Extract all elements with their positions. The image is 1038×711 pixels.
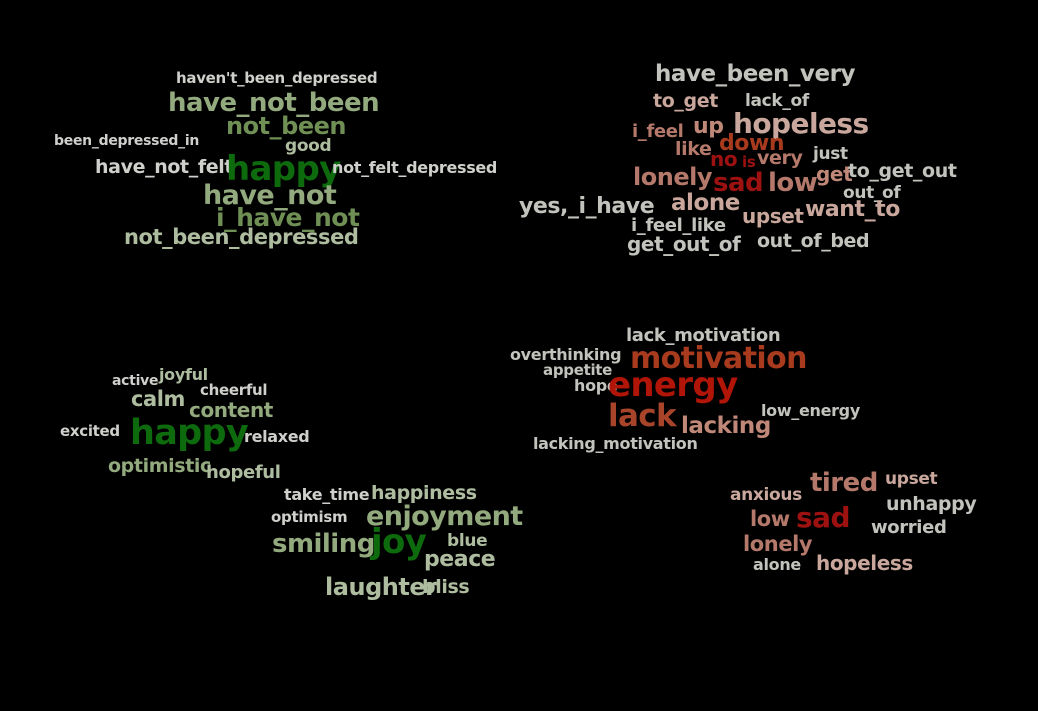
wordcloud-word: happy [226, 149, 341, 189]
wordcloud-word: happy [130, 413, 249, 453]
wordcloud-word: lack_of [745, 91, 809, 111]
wordcloud-word: lacking [681, 413, 771, 439]
wordcloud-word: enjoyment [366, 501, 523, 532]
wordcloud-word: content [189, 398, 273, 422]
wordcloud-word: upset [885, 469, 938, 489]
wordcloud-word: joy [371, 522, 427, 562]
wordcloud-word: excited [60, 422, 120, 440]
wordcloud-word: worried [871, 517, 947, 538]
wordcloud-word: anxious [730, 485, 802, 505]
wordcloud-word: joyful [159, 365, 208, 384]
wordcloud-word: i_feel_like [631, 215, 726, 236]
wordcloud-word: low [768, 168, 818, 198]
wordcloud-word: tired [810, 468, 878, 498]
wordcloud-word: have_not_felt [95, 156, 234, 178]
wordcloud-word: cheerful [200, 381, 268, 399]
wordcloud-word: lonely [633, 163, 713, 191]
wordcloud-word: like [675, 138, 712, 160]
wordcloud-word: blue [447, 531, 488, 551]
wordcloud-word: appetite [543, 361, 613, 379]
wordcloud-word: not_been_depressed [124, 225, 359, 249]
wordcloud-word: upset [742, 204, 804, 228]
wordcloud-word: take_time [284, 485, 370, 504]
wordcloud-word: lacking_motivation [533, 434, 698, 453]
wordcloud-word: have_been_very [655, 61, 856, 87]
wordcloud-word: active [112, 373, 159, 389]
wordcloud-word: up [693, 114, 724, 139]
wordcloud-word: to_get [653, 90, 718, 112]
wordcloud-word: low [750, 507, 790, 531]
wordcloud-word: relaxed [244, 427, 310, 446]
wordcloud-word: i_have_not [216, 203, 360, 232]
wordcloud-word: is [742, 153, 756, 171]
wordcloud-word: overthinking [510, 345, 622, 364]
wordcloud-word: have_not [203, 180, 337, 211]
wordcloud-word: smiling [272, 529, 375, 559]
wordcloud-word: get_out_of [627, 232, 741, 256]
wordcloud-word: been_depressed_in [54, 133, 200, 149]
wordcloud-word: lack_motivation [626, 325, 781, 346]
wordcloud-word: down [719, 131, 785, 156]
wordcloud-word: unhappy [886, 493, 977, 515]
wordcloud-word: have_not_been [168, 88, 380, 118]
wordcloud-word: just [813, 144, 848, 164]
wordcloud-word: alone [671, 190, 740, 216]
wordcloud-word: sad [713, 168, 764, 198]
wordcloud-word: no [710, 147, 738, 171]
wordcloud-word: very [757, 147, 803, 169]
wordcloud-word: lack [608, 398, 677, 434]
wordcloud-word: happiness [371, 482, 477, 504]
wordcloud-word: hopeless [816, 551, 913, 575]
wordcloud-word: optimism [271, 508, 348, 526]
wordcloud-word: motivation [630, 341, 807, 376]
wordcloud-word: low_energy [761, 401, 860, 420]
wordcloud-word: hopeless [733, 107, 869, 140]
wordcloud-word: sad [796, 501, 850, 534]
wordcloud-word: not_felt_depressed [332, 158, 498, 177]
wordcloud-word: get [816, 162, 853, 186]
wordcloud-word: bliss [422, 576, 470, 598]
wordcloud-word: optimistic [108, 455, 211, 477]
wordcloud-word: not_been [226, 112, 347, 140]
wordcloud-word: hopeful [206, 462, 281, 483]
wordcloud-word: want_to [805, 197, 900, 222]
wordcloud-word: hope [574, 376, 618, 395]
wordcloud-word: calm [131, 387, 186, 411]
wordcloud-word: i_feel [632, 121, 684, 142]
wordcloud-word: energy [608, 365, 738, 405]
wordcloud-word: alone [753, 555, 801, 574]
wordcloud-word: laughter [325, 573, 437, 601]
wordcloud-word: haven't_been_depressed [176, 69, 378, 87]
wordcloud-word: out_of_bed [757, 230, 870, 252]
wordcloud-word: out_of [843, 183, 901, 203]
wordcloud-word: lonely [743, 532, 813, 556]
wordcloud-word: to_get_out [848, 160, 957, 182]
wordcloud-word: yes,_i_have [519, 194, 655, 219]
wordcloud-word: good [285, 136, 332, 156]
wordcloud-word: peace [424, 547, 496, 572]
